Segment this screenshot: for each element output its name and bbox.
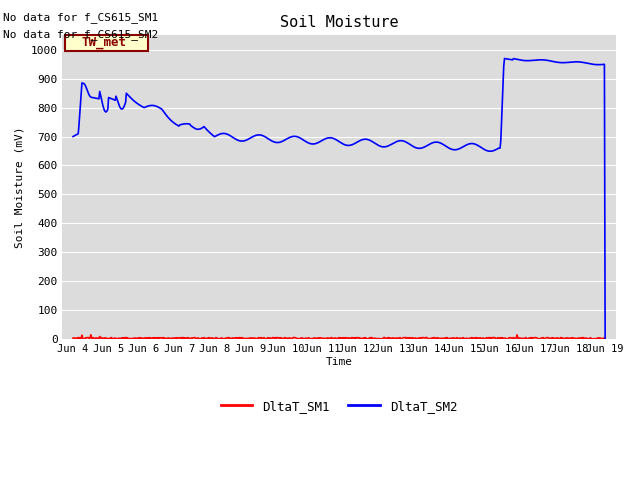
- Legend: DltaT_SM1, DltaT_SM2: DltaT_SM1, DltaT_SM2: [216, 395, 462, 418]
- DltaT_SM2: [404, 140, 412, 146]
- Line: DltaT_SM2: DltaT_SM2: [73, 59, 605, 339]
- DltaT_SM2: [500, 56, 508, 61]
- DltaT_SM2: [79, 80, 86, 86]
- DltaT_SM1: [469, 336, 477, 342]
- DltaT_SM1: [188, 336, 196, 341]
- DltaT_SM2: [419, 144, 427, 150]
- DltaT_SM1: [69, 336, 77, 341]
- X-axis label: Time: Time: [326, 357, 353, 367]
- DltaT_SM2: [188, 123, 195, 129]
- DltaT_SM2: [602, 336, 609, 342]
- DltaT_SM2: [134, 101, 141, 107]
- DltaT_SM1: [404, 336, 412, 342]
- DltaT_SM2: [216, 132, 223, 137]
- DltaT_SM1: [216, 336, 224, 341]
- Text: No data for f_CS615_SM2: No data for f_CS615_SM2: [3, 29, 159, 40]
- Y-axis label: Soil Moisture (mV): Soil Moisture (mV): [15, 126, 25, 248]
- DltaT_SM1: [602, 335, 609, 341]
- DltaT_SM1: [87, 332, 95, 337]
- Title: Soil Moisture: Soil Moisture: [280, 15, 399, 30]
- DltaT_SM1: [134, 335, 142, 341]
- DltaT_SM1: [420, 335, 428, 340]
- Text: TW_met: TW_met: [81, 36, 127, 49]
- Text: No data for f_CS615_SM1: No data for f_CS615_SM1: [3, 12, 159, 23]
- DltaT_SM1: [79, 335, 86, 340]
- FancyBboxPatch shape: [65, 35, 148, 50]
- Line: DltaT_SM1: DltaT_SM1: [73, 335, 605, 339]
- DltaT_SM2: [69, 133, 77, 139]
